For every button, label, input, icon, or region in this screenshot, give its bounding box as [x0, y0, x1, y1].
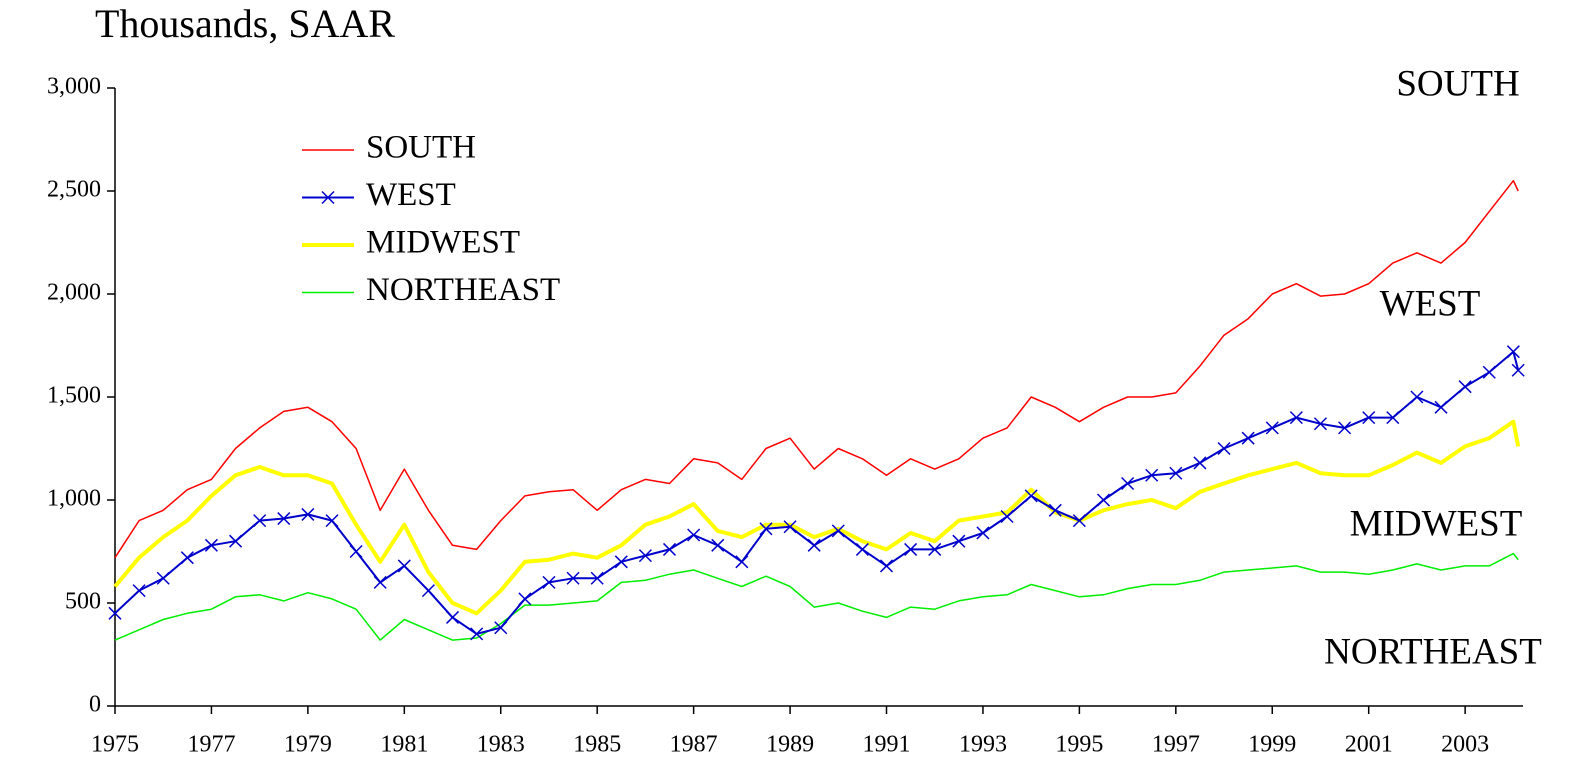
legend-label: NORTHEAST — [366, 272, 560, 308]
series-marker — [1434, 400, 1448, 414]
series-marker — [807, 538, 821, 552]
series-marker — [662, 542, 677, 556]
x-tick-label: 1989 — [766, 732, 814, 758]
x-tick-label: 1985 — [573, 732, 621, 758]
x-tick-label: 1997 — [1152, 732, 1200, 758]
y-tick-label: 2,500 — [47, 177, 101, 203]
annotation: NORTHEAST — [1324, 631, 1542, 672]
series-marker — [397, 559, 411, 573]
series-marker — [325, 514, 339, 528]
series-marker — [132, 584, 146, 598]
annotation: WEST — [1380, 283, 1481, 324]
series-marker — [229, 534, 243, 548]
series-marker — [1265, 421, 1279, 435]
series-marker — [638, 549, 652, 563]
series-marker — [494, 621, 508, 635]
series-marker — [1024, 489, 1038, 503]
x-tick-label: 1995 — [1055, 732, 1103, 758]
legend-label: WEST — [366, 177, 456, 213]
x-tick-label: 1983 — [477, 732, 525, 758]
series-marker — [1000, 509, 1014, 524]
series-marker — [711, 538, 725, 552]
series-line — [113, 419, 1521, 616]
series-marker — [253, 514, 267, 528]
y-tick-label: 500 — [65, 589, 101, 615]
x-tick-label: 1991 — [863, 732, 911, 758]
series-marker — [590, 571, 604, 585]
series-marker — [928, 542, 942, 556]
series-marker — [1482, 365, 1496, 379]
series-marker — [518, 592, 532, 606]
series-marker — [1096, 493, 1111, 507]
series-marker — [904, 542, 918, 556]
series-marker — [879, 559, 894, 573]
series-marker — [108, 606, 122, 620]
x-tick-label: 2001 — [1345, 732, 1393, 758]
y-tick-label: 2,000 — [47, 280, 101, 306]
y-tick-label: 0 — [89, 692, 101, 718]
series-marker — [277, 512, 291, 526]
series-marker — [1289, 411, 1303, 425]
series-line — [114, 552, 1519, 641]
series-marker — [470, 627, 484, 641]
series-marker — [1193, 456, 1207, 470]
series-marker — [349, 544, 363, 559]
legend-marker — [321, 190, 335, 205]
x-tick-label: 1981 — [380, 732, 428, 758]
x-tick-label: 1993 — [959, 732, 1007, 758]
series-marker — [180, 551, 194, 565]
series-marker — [976, 526, 990, 540]
y-tick-label: 1,000 — [47, 486, 101, 512]
series-marker — [759, 522, 773, 536]
series-marker — [1313, 417, 1328, 431]
series-line — [114, 350, 1520, 635]
series-marker — [446, 610, 460, 624]
series-marker — [735, 555, 749, 569]
series-marker — [1511, 363, 1525, 377]
series-marker — [204, 538, 218, 552]
y-tick-label: 1,500 — [47, 383, 101, 409]
annotation: SOUTH — [1396, 63, 1519, 104]
x-tick-label: 2003 — [1441, 732, 1489, 758]
series-marker — [614, 555, 628, 569]
chart-title: Thousands, SAAR — [95, 1, 395, 46]
series-marker — [1169, 466, 1183, 480]
series-marker — [783, 520, 797, 534]
series-marker — [1338, 421, 1352, 435]
x-tick-label: 1987 — [670, 732, 718, 758]
series-marker — [1410, 390, 1424, 404]
series-marker — [687, 528, 701, 542]
legend-label: MIDWEST — [366, 225, 520, 261]
series-marker — [1386, 411, 1400, 425]
series-marker — [952, 534, 966, 548]
y-tick-label: 3,000 — [47, 74, 101, 100]
series-marker — [831, 524, 845, 538]
series-marker — [1145, 468, 1159, 482]
annotation: MIDWEST — [1350, 503, 1523, 544]
series-marker — [1362, 411, 1376, 425]
series-marker — [156, 571, 170, 585]
series-marker — [1241, 431, 1255, 445]
series-line — [114, 179, 1519, 559]
series-marker — [542, 575, 556, 589]
series-marker — [1458, 380, 1472, 394]
x-tick-label: 1977 — [187, 732, 235, 758]
series-marker — [421, 584, 435, 598]
x-tick-label: 1979 — [284, 732, 332, 758]
series-marker — [373, 575, 387, 589]
series-marker — [566, 571, 580, 585]
series-marker — [1506, 345, 1520, 359]
series-marker — [1217, 441, 1231, 456]
legend-label: SOUTH — [366, 130, 476, 166]
series-marker — [1072, 514, 1086, 528]
series-marker — [1048, 503, 1062, 517]
x-tick-label: 1975 — [91, 732, 139, 758]
series-marker — [855, 542, 869, 556]
series-marker — [1121, 476, 1135, 491]
x-tick-label: 1999 — [1248, 732, 1296, 758]
series-marker — [301, 507, 315, 521]
